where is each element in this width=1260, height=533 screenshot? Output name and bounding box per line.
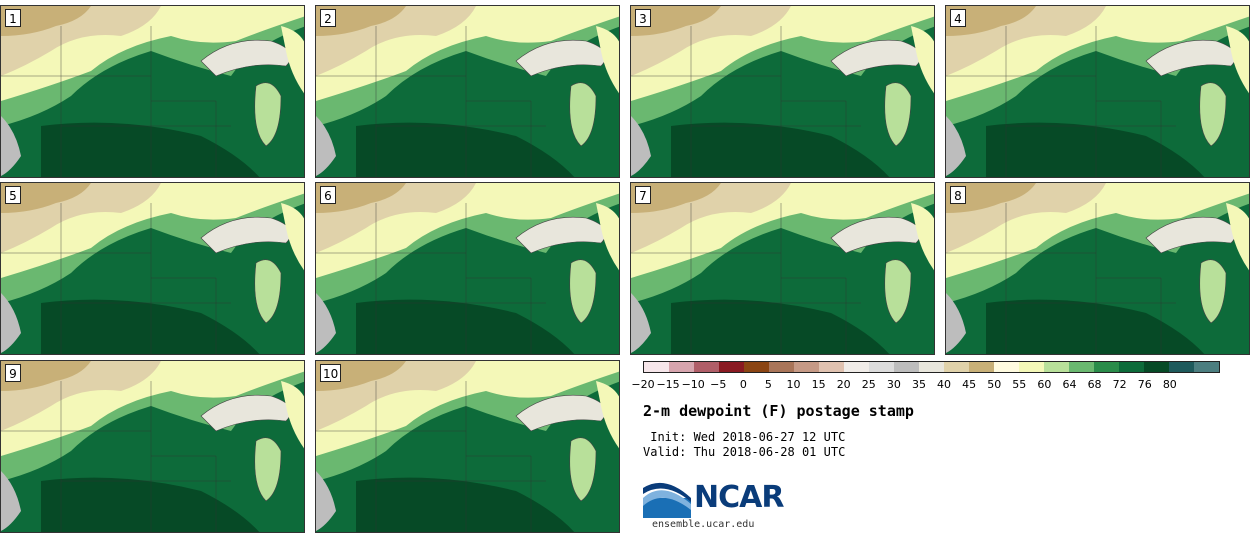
map-panel: 2 [315,5,620,178]
member-number-label: 5 [5,186,21,204]
colorbar-tick-label: 25 [861,378,876,391]
map-panel: 8 [945,182,1250,355]
colorbar [643,361,1220,373]
colorbar-tick-label: 0 [739,378,747,391]
map-panel: 5 [0,182,305,355]
colorbar-tick-label: 76 [1137,378,1152,391]
member-number-label: 9 [5,364,21,382]
member-number-label: 10 [320,364,342,382]
member-number-label: 2 [320,9,336,27]
ncar-logo-icon [643,482,691,518]
colorbar-swatch [1119,362,1144,372]
ncar-logo-text: NCAR [694,480,784,515]
colorbar-tick-label: 30 [886,378,901,391]
colorbar-swatch [1169,362,1194,372]
member-number-label: 3 [635,9,651,27]
colorbar-swatch [744,362,769,372]
colorbar-tick-label: −15 [656,378,680,391]
dewpoint-map [946,183,1249,354]
colorbar-tick-label: 15 [811,378,826,391]
colorbar-swatch [644,362,669,372]
colorbar-swatch [869,362,894,372]
member-number-label: 7 [635,186,651,204]
colorbar-tick-label: 35 [911,378,926,391]
colorbar-tick-label: 45 [962,378,977,391]
colorbar-tick-label: −5 [710,378,727,391]
colorbar-swatch [944,362,969,372]
dewpoint-map [946,6,1249,177]
colorbar-tick-label: 55 [1012,378,1027,391]
dewpoint-map [1,6,304,177]
colorbar-swatch [769,362,794,372]
colorbar-swatch [794,362,819,372]
colorbar-tick-label: 50 [987,378,1002,391]
colorbar-swatch [969,362,994,372]
colorbar-tick-label: 64 [1062,378,1077,391]
map-panel: 3 [630,5,935,178]
colorbar-swatch [1019,362,1044,372]
colorbar-tick-label: −10 [681,378,705,391]
dewpoint-map [631,6,934,177]
chart-title: 2-m dewpoint (F) postage stamp [643,402,914,420]
colorbar-tick-label: 10 [786,378,801,391]
colorbar-swatch [819,362,844,372]
dewpoint-map [631,183,934,354]
colorbar-tick-label: 40 [937,378,952,391]
colorbar-tick-label: 20 [836,378,851,391]
colorbar-swatch [719,362,744,372]
site-url: ensemble.ucar.edu [652,519,755,530]
map-panel: 10 [315,360,620,533]
colorbar-swatch [919,362,944,372]
member-number-label: 6 [320,186,336,204]
colorbar-swatch [844,362,869,372]
colorbar-swatch [1044,362,1069,372]
dewpoint-map [316,183,619,354]
member-number-label: 4 [950,9,966,27]
dewpoint-map [316,6,619,177]
colorbar-swatch [1094,362,1119,372]
init-time: Init: Wed 2018-06-27 12 UTC [643,430,846,444]
colorbar-swatch [1194,362,1219,372]
colorbar-tick-label: −20 [631,378,655,391]
colorbar-tick-label: 72 [1112,378,1127,391]
colorbar-swatch [669,362,694,372]
dewpoint-map [1,183,304,354]
dewpoint-map [1,361,304,532]
valid-time: Valid: Thu 2018-06-28 01 UTC [643,445,846,459]
member-number-label: 1 [5,9,21,27]
colorbar-swatch [894,362,919,372]
colorbar-swatch [694,362,719,372]
colorbar-ticks: −20 −15 −10 −5 0 5 10 15 20 25 30 35 40 45 50 55 60 64 68 7… [631,378,1220,392]
map-panel: 4 [945,5,1250,178]
colorbar-swatch [994,362,1019,372]
colorbar-swatch [1144,362,1169,372]
colorbar-tick-label: 68 [1087,378,1102,391]
colorbar-tick-label: 80 [1162,378,1177,391]
map-panel: 6 [315,182,620,355]
map-panel: 1 [0,5,305,178]
dewpoint-map [316,361,619,532]
colorbar-tick-label: 60 [1037,378,1052,391]
member-number-label: 8 [950,186,966,204]
colorbar-tick-label: 5 [764,378,772,391]
colorbar-swatch [1069,362,1094,372]
map-panel: 7 [630,182,935,355]
map-panel: 9 [0,360,305,533]
